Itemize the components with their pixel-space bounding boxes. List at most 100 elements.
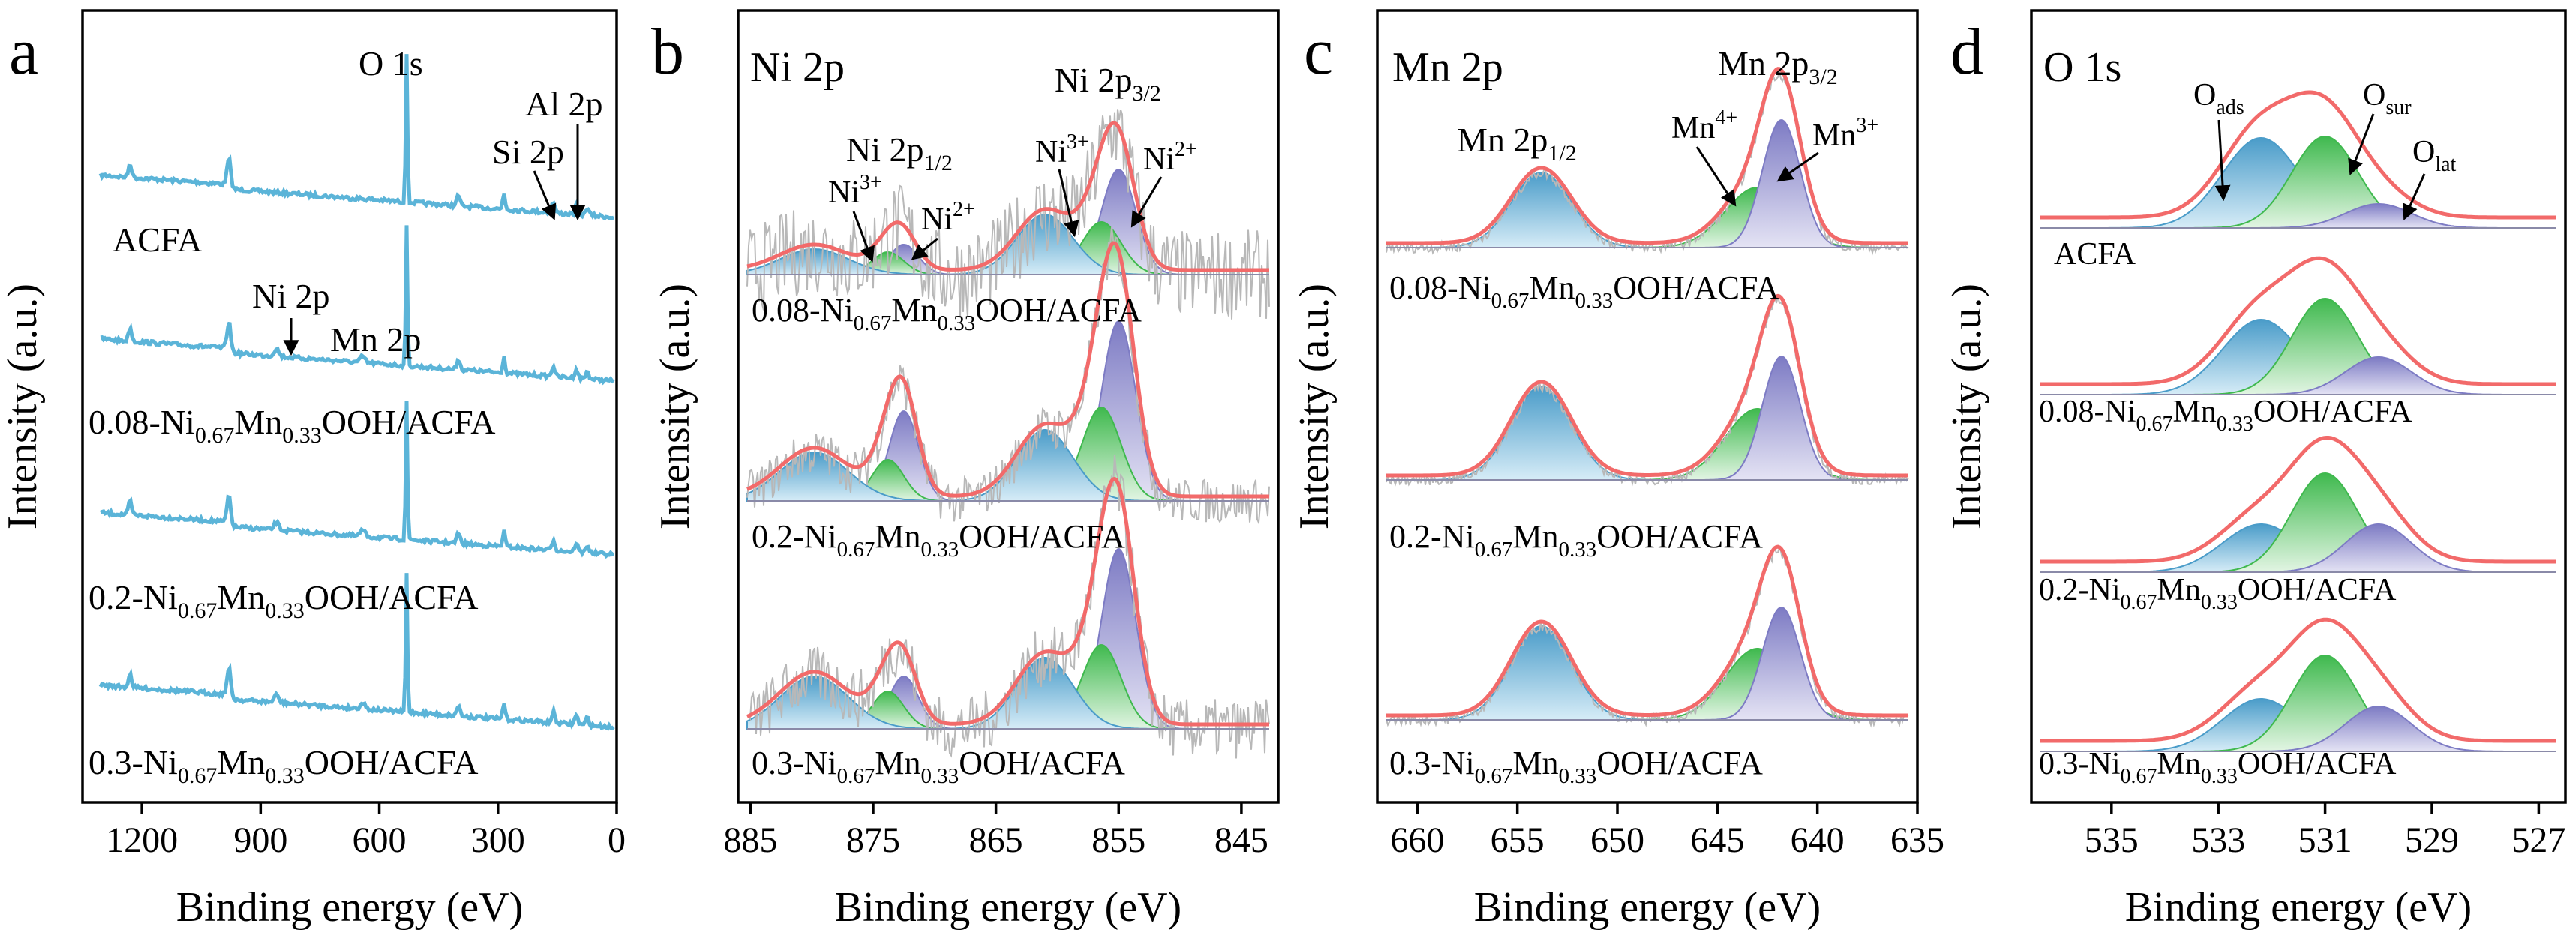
component-peak [2040, 654, 2556, 752]
annot-mn2p12: Mn 2p1/2 [1457, 121, 1577, 166]
envelope-line [1386, 67, 1908, 245]
raw-data-line [746, 454, 1270, 759]
panel-a-frame [81, 9, 618, 804]
survey-line [100, 225, 615, 386]
panel-c-title: Mn 2p [1392, 44, 1503, 91]
panel-c-label-03: 0.3-Ni0.67Mn0.33OOH/ACFA [1389, 745, 1763, 788]
arrow-si2p [533, 170, 557, 220]
component-peak [2040, 297, 2556, 395]
panel-b-label-02: 0.2-Ni0.67Mn0.33OOH/ACFA [752, 518, 1125, 562]
panel-a-label-acfa: ACFA [113, 220, 202, 259]
envelope-line [746, 476, 1269, 727]
annot-ni2p12: Ni 2p1/2 [846, 130, 953, 176]
peak-label-al2p: Al 2p [525, 85, 603, 123]
panel-c-xlabel: Binding energy (eV) [1474, 884, 1821, 931]
panel-c-frame [1376, 9, 1919, 804]
component-peak [1386, 356, 1908, 481]
xtick-label: 900 [233, 820, 287, 860]
panel-d-letter: d [1950, 16, 1983, 88]
xtick-label: 650 [1590, 820, 1644, 860]
envelope-line [2040, 256, 2556, 386]
annot-mn3plus: Mn3+ [1812, 114, 1878, 153]
envelope-line [2040, 90, 2556, 220]
annot-ni3plus-left: Ni3+ [828, 171, 882, 210]
panel-a-label-008: 0.08-Ni0.67Mn0.33OOH/ACFA [89, 403, 495, 448]
peak-label-o1s: O 1s [359, 44, 423, 82]
panel-d-label-03: 0.3-Ni0.67Mn0.33OOH/ACFA [2039, 747, 2397, 788]
envelope-line [2040, 617, 2556, 743]
panel-a-letter: a [9, 16, 38, 88]
annot-ni2p32: Ni 2p3/2 [1055, 61, 1161, 106]
annot-mn4plus: Mn4+ [1671, 106, 1737, 146]
panel-a-label-02: 0.2-Ni0.67Mn0.33OOH/ACFA [89, 578, 478, 623]
xtick-label: 885 [723, 820, 777, 860]
panel-c-curves [1386, 67, 1909, 728]
arrow-osur [2348, 113, 2375, 176]
component-peak [1386, 607, 1908, 721]
panel-a-label-03: 0.3-Ni0.67Mn0.33OOH/ACFA [89, 743, 478, 788]
panel-d-label-acfa: ACFA [2054, 237, 2136, 272]
panel-b: b 885 875 865 855 845 Binding energy (eV) In… [651, 9, 1280, 931]
component-peak [1386, 648, 1908, 721]
envelope-line [746, 241, 1269, 499]
panel-a-xlabel: Binding energy (eV) [176, 884, 523, 931]
envelope-line [1386, 544, 1908, 718]
arrow-ni3-right [1058, 169, 1079, 238]
annot-ni2plus-right: Ni2+ [1143, 138, 1197, 177]
annot-olat: Olat [2412, 135, 2457, 176]
arrow-olat [2403, 173, 2426, 220]
panel-b-ylabel: Intensity (a.u.) [652, 284, 698, 530]
envelope-line [1386, 293, 1908, 478]
xtick-label: 655 [1491, 820, 1545, 860]
xtick-label: 0 [608, 820, 626, 860]
raw-data-line [1386, 296, 1909, 487]
envelope-line [746, 121, 1269, 272]
arrow-ni2-left [911, 237, 938, 260]
panel-d-label-02: 0.2-Ni0.67Mn0.33OOH/ACFA [2039, 573, 2397, 614]
raw-data-line [1386, 545, 1909, 728]
xtick-label: 635 [1890, 820, 1944, 860]
panel-a-curves [98, 54, 615, 731]
xtick-label: 533 [2191, 820, 2245, 860]
xtick-label: 300 [471, 820, 525, 860]
xtick-label: 855 [1091, 820, 1145, 860]
component-peak [2040, 472, 2556, 573]
panel-c-ylabel: Intensity (a.u.) [1291, 284, 1338, 530]
raw-data-line [746, 109, 1270, 320]
arrow-mn3 [1776, 152, 1819, 182]
peak-label-ni2p: Ni 2p [252, 277, 330, 315]
arrow-ni2-right [1130, 176, 1163, 228]
survey-line [98, 573, 615, 731]
panel-d-xlabel: Binding energy (eV) [2125, 884, 2472, 931]
annot-osur: Osur [2363, 78, 2412, 119]
panel-b-xlabel: Binding energy (eV) [835, 884, 1181, 931]
annot-ni3plus-right: Ni3+ [1035, 130, 1089, 170]
panel-b-letter: b [651, 16, 684, 88]
panel-d-ylabel: Intensity (a.u.) [1944, 284, 1990, 530]
arrow-ni3-left [852, 211, 875, 262]
envelope-line [2040, 436, 2556, 564]
xtick-label: 640 [1791, 820, 1845, 860]
panel-c-xticks: 660 655 650 645 640 635 [1390, 802, 1944, 860]
panel-b-curves [746, 109, 1270, 759]
panel-c-letter: c [1304, 16, 1333, 88]
panel-d-xticks: 535 533 531 529 527 [2085, 802, 2565, 860]
xtick-label: 529 [2405, 820, 2459, 860]
xtick-label: 875 [846, 820, 900, 860]
xtick-label: 531 [2298, 820, 2352, 860]
peak-label-mn2p: Mn 2p [330, 320, 421, 358]
panel-d-frame [2030, 9, 2567, 804]
raw-data-line [1386, 71, 1909, 256]
panel-d-label-008: 0.08-Ni0.67Mn0.33OOH/ACFA [2039, 394, 2412, 436]
annot-mn2p32: Mn 2p3/2 [1718, 44, 1838, 89]
component-peak [2040, 135, 2556, 229]
peak-label-si2p: Si 2p [492, 133, 564, 171]
panel-a: a 1200 900 600 300 0 Binding energy (eV) Int… [0, 9, 626, 931]
panel-d-curves [2040, 90, 2556, 752]
panel-b-label-008: 0.08-Ni0.67Mn0.33OOH/ACFA [752, 292, 1142, 335]
panel-c-label-008: 0.08-Ni0.67Mn0.33OOH/ACFA [1389, 269, 1779, 313]
survey-line [98, 54, 614, 221]
xtick-label: 1200 [106, 820, 178, 860]
xtick-label: 660 [1390, 820, 1444, 860]
